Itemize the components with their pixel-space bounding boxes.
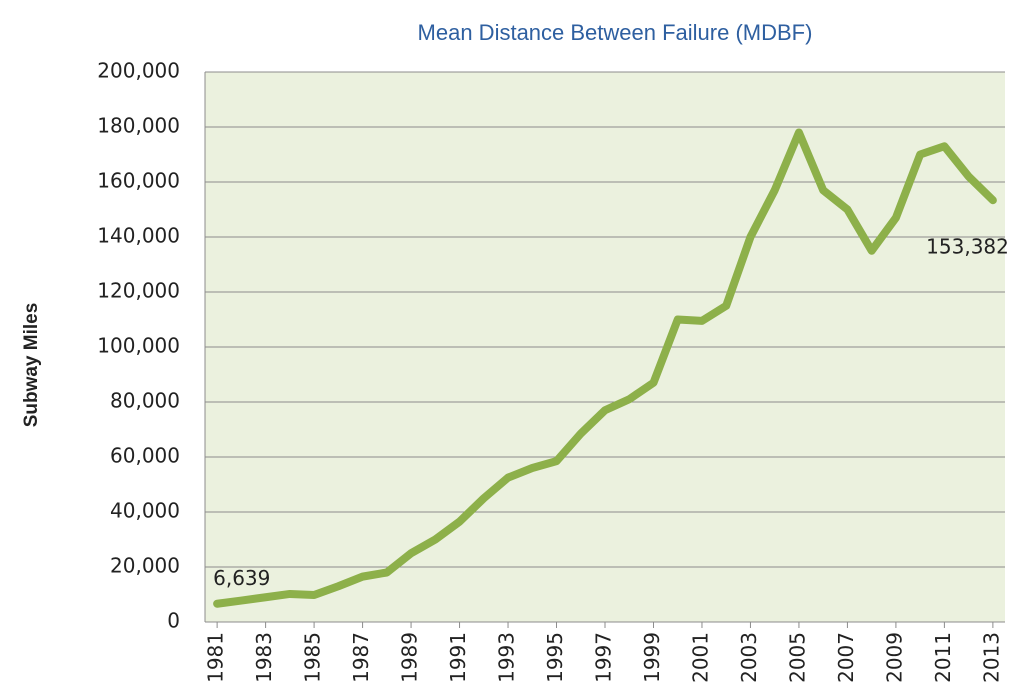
y-axis-label: Subway Miles [21,303,42,428]
x-tick-label: 2001 [688,632,712,683]
y-tick-label: 200,000 [97,59,180,83]
x-tick-label: 2013 [979,632,1003,683]
x-tick-label: 2005 [785,632,809,683]
y-tick-label: 60,000 [110,444,180,468]
x-tick-label: 1989 [398,632,422,683]
x-tick-label: 2007 [834,632,858,683]
y-tick-label: 160,000 [97,169,180,193]
y-tick-label: 140,000 [97,224,180,248]
data-label: 6,639 [213,566,270,590]
y-tick-label: 0 [167,609,180,633]
chart-title: Mean Distance Between Failure (MDBF) [418,20,813,45]
x-tick-label: 1999 [640,632,664,683]
x-tick-label: 2009 [882,632,906,683]
x-tick-label: 1981 [204,632,228,683]
x-tick-label: 1993 [495,632,519,683]
x-tick-label: 1991 [446,632,470,683]
y-tick-label: 40,000 [110,499,180,523]
x-tick-label: 2003 [737,632,761,683]
y-tick-label: 100,000 [97,334,180,358]
x-tick-label: 1983 [252,632,276,683]
data-line [213,128,997,608]
x-tick-label: 2011 [931,632,955,683]
x-tick-label: 1985 [301,632,325,683]
y-tick-label: 20,000 [110,554,180,578]
x-tick-label: 1997 [592,632,616,683]
x-tick-label: 1995 [543,632,567,683]
y-tick-label: 80,000 [110,389,180,413]
x-tick-label: 1987 [349,632,373,683]
y-tick-label: 180,000 [97,114,180,138]
data-label: 153,382 [926,235,1009,259]
y-tick-label: 120,000 [97,279,180,303]
